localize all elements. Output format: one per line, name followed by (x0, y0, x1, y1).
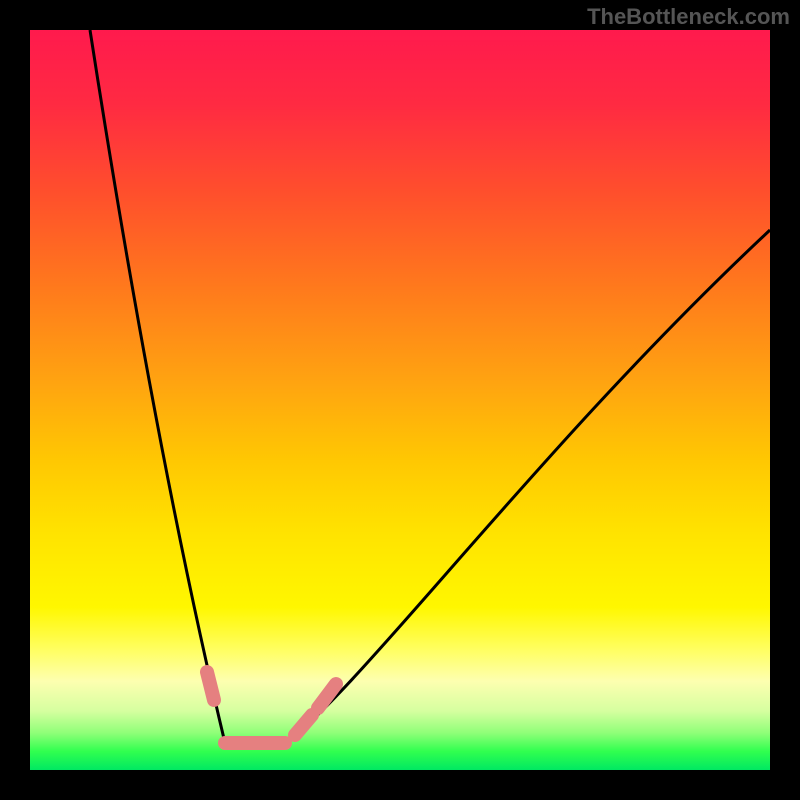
chart-container: TheBottleneck.com (0, 0, 800, 800)
plot-area (30, 30, 770, 770)
trough-marker (207, 672, 214, 700)
watermark-text: TheBottleneck.com (587, 4, 790, 30)
bottleneck-chart (0, 0, 800, 800)
